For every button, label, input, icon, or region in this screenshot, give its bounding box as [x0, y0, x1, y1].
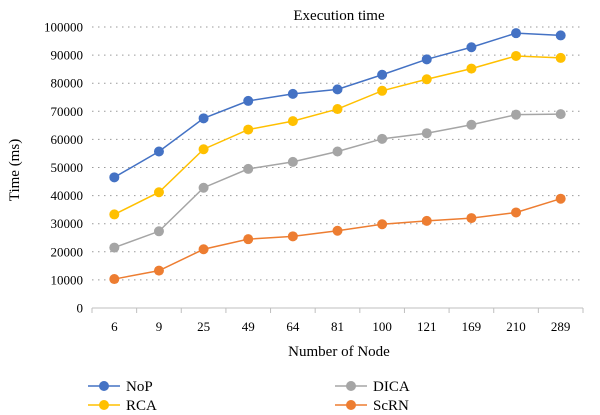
data-point-scrn — [555, 193, 566, 204]
data-point-nop — [109, 172, 120, 183]
data-point-rca — [466, 63, 477, 74]
data-point-dica — [287, 156, 298, 167]
x-tick-label: 121 — [417, 319, 437, 334]
y-tick-labels: 0 10000 20000 30000 40000 50000 60000 70000 8000… — [44, 20, 83, 316]
data-point-nop — [555, 30, 566, 41]
data-point-scrn — [198, 244, 209, 255]
data-point-scrn — [287, 231, 298, 242]
data-point-dica — [109, 242, 120, 253]
legend-marker-scrn — [346, 400, 356, 410]
data-point-rca — [332, 104, 343, 115]
y-tick-label: 50000 — [51, 160, 84, 175]
data-point-nop — [511, 28, 522, 39]
data-point-rca — [377, 85, 388, 96]
data-point-dica — [243, 163, 254, 174]
legend-label-rca: RCA — [126, 398, 157, 414]
chart-title: Execution time — [293, 8, 385, 24]
legend-label-scrn: ScRN — [373, 398, 409, 414]
legend-marker-rca — [99, 400, 109, 410]
data-point-nop — [466, 42, 477, 53]
y-axis-title: Time (ms) — [7, 139, 23, 201]
data-point-nop — [377, 69, 388, 80]
data-point-dica — [555, 109, 566, 120]
data-point-scrn — [243, 234, 254, 245]
y-tick-label: 10000 — [51, 272, 84, 287]
x-tick-label: 81 — [331, 319, 344, 334]
data-point-rca — [153, 187, 164, 198]
gridlines — [92, 26, 583, 281]
legend: NoP RCA DICA ScRN — [88, 379, 410, 414]
data-point-dica — [332, 146, 343, 157]
data-point-nop — [243, 95, 254, 106]
data-point-rca — [555, 52, 566, 63]
y-tick-label: 30000 — [51, 216, 84, 231]
data-point-scrn — [332, 225, 343, 236]
legend-marker-dica — [346, 381, 356, 391]
series-group — [109, 28, 566, 285]
x-tick-label: 64 — [286, 319, 300, 334]
axes — [91, 307, 584, 313]
data-point-dica — [198, 182, 209, 193]
data-point-rca — [511, 50, 522, 61]
data-point-scrn — [153, 265, 164, 276]
x-tick-label: 6 — [111, 319, 118, 334]
series-line-scrn — [114, 197, 561, 280]
y-tick-label: 80000 — [51, 76, 84, 91]
x-tick-label: 169 — [462, 319, 482, 334]
x-tick-labels: 6 9 25 49 64 81 100 121 169 210 289 — [111, 319, 570, 334]
x-tick-label: 210 — [506, 319, 526, 334]
y-tick-label: 0 — [77, 301, 84, 316]
data-point-rca — [287, 116, 298, 127]
x-tick-label: 289 — [551, 319, 571, 334]
y-tick-label: 70000 — [51, 104, 84, 119]
data-point-scrn — [109, 274, 120, 285]
data-point-rca — [198, 144, 209, 155]
data-point-rca — [109, 209, 120, 220]
y-tick-label: 40000 — [51, 188, 84, 203]
data-point-dica — [466, 119, 477, 130]
data-point-scrn — [466, 213, 477, 224]
data-point-dica — [421, 128, 432, 139]
data-point-dica — [377, 133, 388, 144]
data-point-nop — [332, 84, 343, 95]
data-point-scrn — [377, 219, 388, 230]
data-point-nop — [421, 54, 432, 65]
data-point-dica — [511, 109, 522, 120]
y-tick-label: 90000 — [51, 48, 84, 63]
x-tick-label: 49 — [242, 319, 255, 334]
legend-label-nop: NoP — [126, 379, 153, 395]
data-point-scrn — [421, 215, 432, 226]
data-point-dica — [153, 226, 164, 237]
x-tick-label: 100 — [372, 319, 392, 334]
data-point-scrn — [511, 207, 522, 218]
data-point-nop — [198, 113, 209, 124]
x-tick-label: 9 — [156, 319, 163, 334]
y-tick-label: 20000 — [51, 244, 84, 259]
legend-label-dica: DICA — [373, 379, 410, 395]
y-tick-label: 100000 — [44, 20, 83, 35]
data-point-nop — [153, 146, 164, 157]
data-point-rca — [243, 124, 254, 135]
data-point-rca — [421, 74, 432, 85]
legend-marker-nop — [99, 381, 109, 391]
x-axis-title: Number of Node — [288, 344, 390, 360]
data-point-nop — [287, 88, 298, 99]
x-tick-label: 25 — [197, 319, 210, 334]
y-tick-label: 60000 — [51, 132, 84, 147]
